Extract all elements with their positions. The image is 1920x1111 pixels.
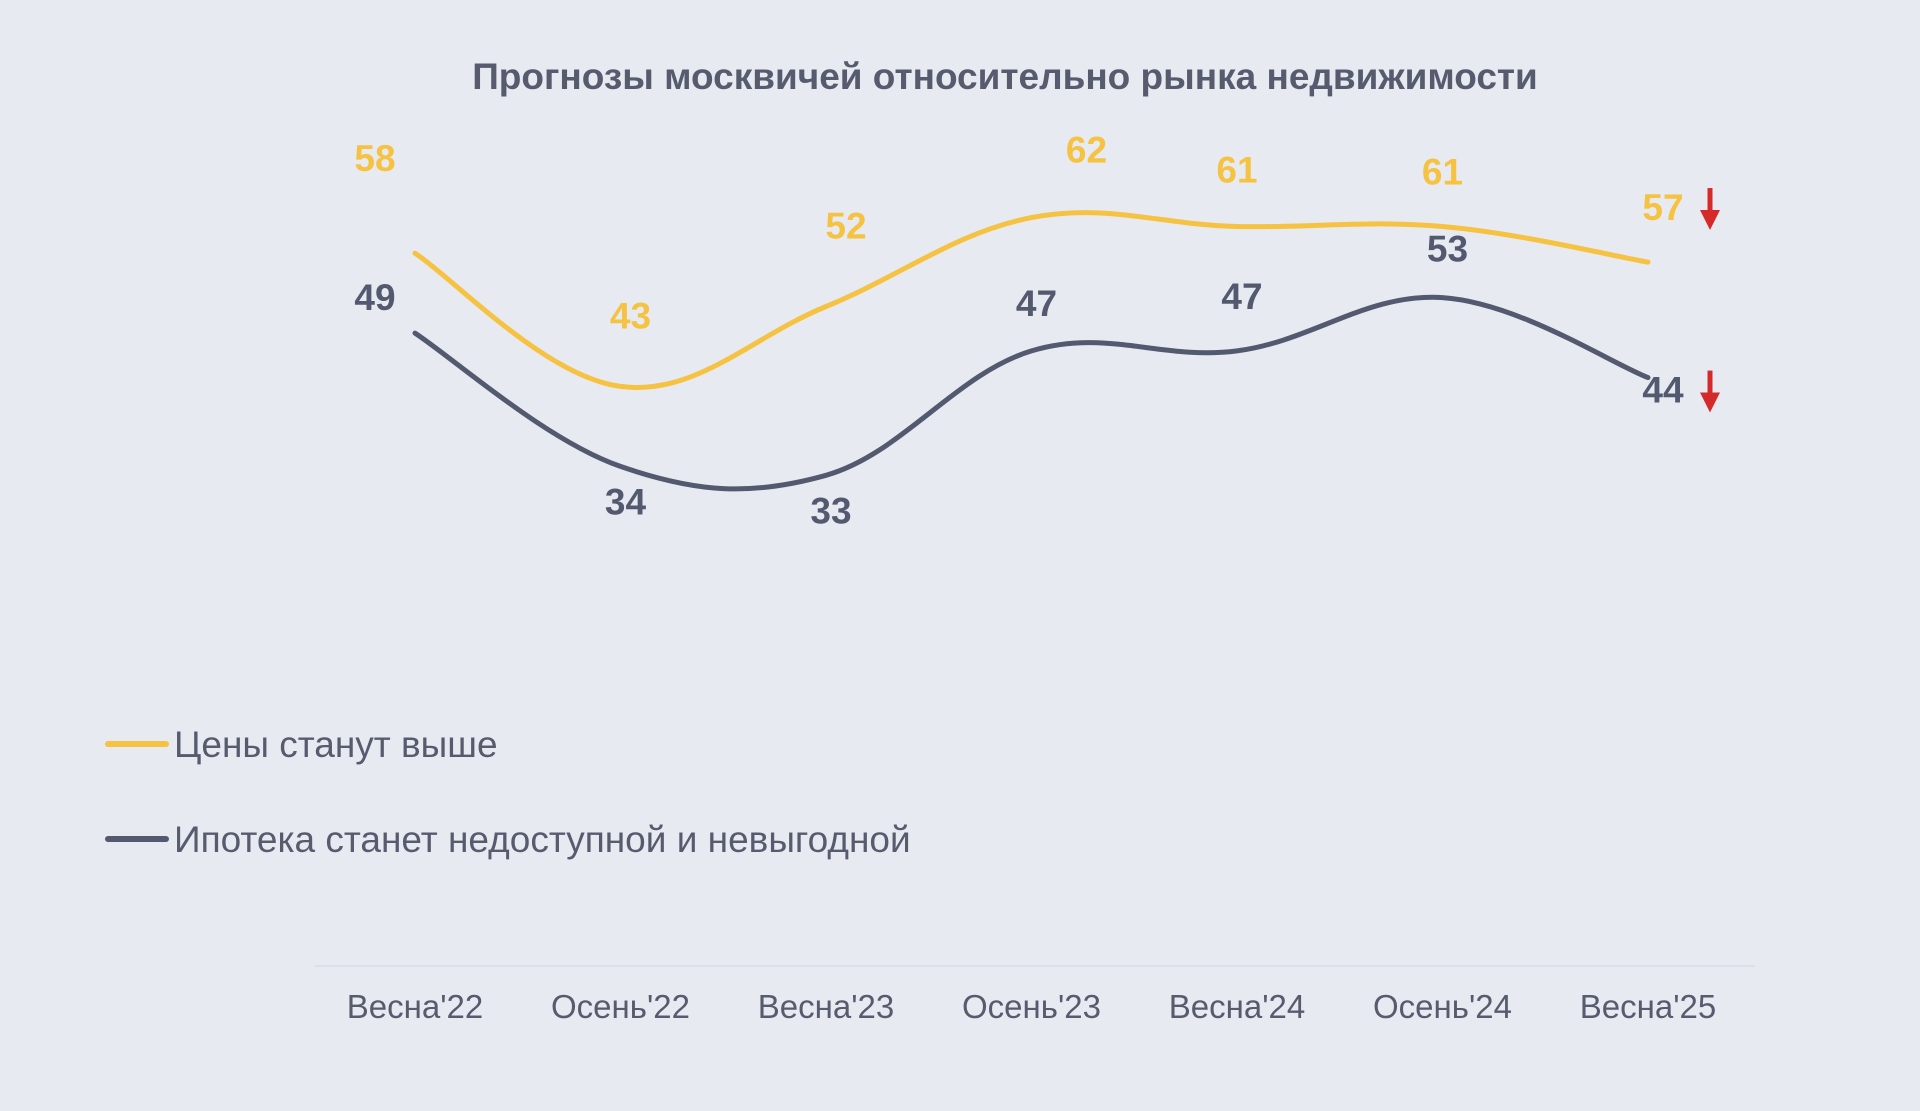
x-tick-label: Весна'25 xyxy=(1580,988,1716,1025)
data-label: 34 xyxy=(605,481,647,522)
trend-arrows xyxy=(1700,188,1720,413)
series-line xyxy=(412,210,1651,390)
series-line xyxy=(412,294,1651,492)
data-label: 53 xyxy=(1427,229,1468,270)
down-arrow-icon xyxy=(1700,370,1720,413)
down-arrow-icon xyxy=(1700,188,1720,231)
data-label: 57 xyxy=(1642,187,1683,228)
data-label: 49 xyxy=(354,277,395,318)
x-tick-label: Осень'23 xyxy=(962,988,1101,1025)
x-tick-label: Осень'24 xyxy=(1373,988,1512,1025)
data-label: 47 xyxy=(1016,283,1057,324)
data-label: 43 xyxy=(610,295,651,336)
data-label: 44 xyxy=(1642,370,1684,411)
x-tick-label: Весна'24 xyxy=(1169,988,1305,1025)
data-label: 62 xyxy=(1066,130,1107,171)
legend-item: Ипотека станет недоступной и невыгодной xyxy=(105,819,911,860)
x-tick-label: Весна'22 xyxy=(347,988,483,1025)
data-label: 61 xyxy=(1216,150,1257,191)
legend-label: Цены станут выше xyxy=(174,724,498,765)
x-tick-label: Весна'23 xyxy=(758,988,894,1025)
x-tick-label: Осень'22 xyxy=(551,988,690,1025)
data-label: 33 xyxy=(810,490,851,531)
data-label: 52 xyxy=(825,205,866,246)
legend-item: Цены станут выше xyxy=(105,724,498,765)
x-axis-ticks: Весна'22 Осень'22 Весна'23 Осень'23 Весна'24… xyxy=(347,988,1716,1025)
data-label: 58 xyxy=(354,138,395,179)
data-label: 47 xyxy=(1221,276,1262,317)
chart-title: Прогнозы москвичей относительно рынка не… xyxy=(472,56,1538,97)
legend-label: Ипотека станет недоступной и невыгодной xyxy=(174,819,911,860)
series-lines xyxy=(412,210,1651,492)
data-label: 61 xyxy=(1422,152,1463,193)
legend: Цены станут выше Ипотека станет недоступн… xyxy=(105,724,911,860)
value-labels: 58 43 52 62 61 61 57 49 34 33 47 47 53 44 xyxy=(354,130,1684,532)
